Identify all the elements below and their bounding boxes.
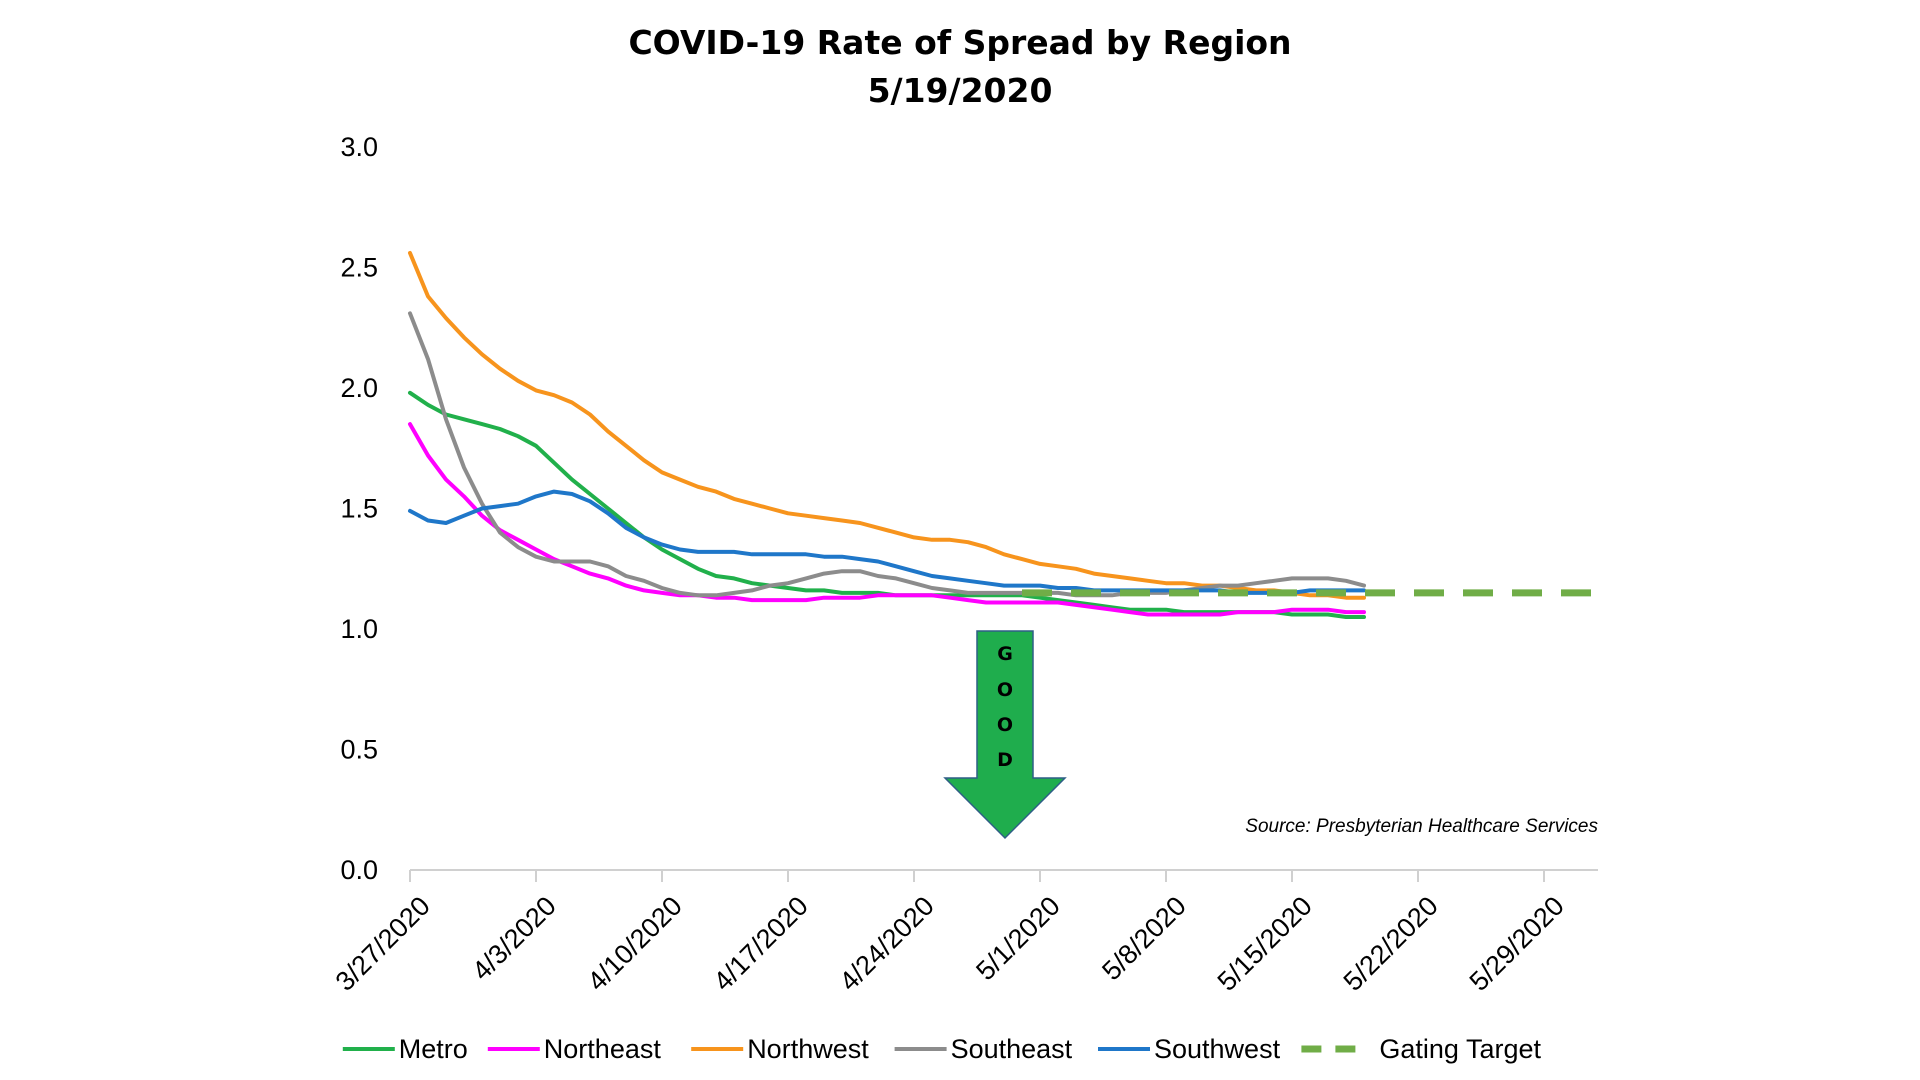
y-tick-label: 1.5 (340, 494, 378, 524)
y-axis: 0.0 0.5 1.0 1.5 2.0 2.5 3.0 (340, 132, 378, 885)
good-letter-4: D (997, 749, 1013, 771)
chart-title: COVID-19 Rate of Spread by Region (628, 23, 1291, 62)
good-letter-3: O (997, 714, 1013, 736)
good-letter-2: O (997, 679, 1013, 701)
x-tick-label: 5/15/2020 (1212, 891, 1318, 997)
x-tick-label: 4/3/2020 (466, 891, 562, 987)
x-tick-label: 4/10/2020 (582, 891, 688, 997)
x-tick-label: 4/24/2020 (834, 891, 940, 997)
y-tick-label: 2.5 (340, 253, 378, 283)
legend-label-southwest: Southwest (1154, 1034, 1281, 1064)
good-arrow-shape (943, 630, 1067, 840)
series-layer (408, 251, 1598, 619)
source-note: Source: Presbyterian Healthcare Services (1245, 816, 1598, 837)
good-arrow-icon: G O O D (943, 630, 1067, 840)
x-tick-label: 4/17/2020 (708, 891, 814, 997)
x-tick-label: 5/1/2020 (970, 891, 1066, 987)
x-tick-label: 3/27/2020 (330, 891, 436, 997)
x-tick-label: 5/8/2020 (1096, 891, 1192, 987)
series-line-northwest (408, 251, 1366, 600)
legend-label-metro: Metro (399, 1034, 468, 1064)
y-tick-label: 3.0 (340, 132, 378, 162)
legend-label-gating-target: Gating Target (1379, 1034, 1541, 1064)
good-letter-1: G (997, 643, 1013, 665)
x-tick-label: 5/22/2020 (1338, 891, 1444, 997)
series-line-southeast (408, 311, 1366, 598)
x-axis: 3/27/2020 4/3/2020 4/10/2020 4/17/2020 4/24/… (330, 870, 1570, 997)
y-tick-label: 0.5 (340, 735, 378, 765)
y-tick-label: 2.0 (340, 373, 378, 403)
legend: Metro Northeast Northwest Southeast Southwes… (342, 1034, 1542, 1064)
series-line-metro (408, 390, 1366, 619)
y-tick-label: 0.0 (340, 855, 378, 885)
legend-label-southeast: Southeast (951, 1034, 1073, 1064)
x-tick-label: 5/29/2020 (1464, 891, 1570, 997)
series-line-southwest (408, 489, 1366, 595)
chart-subtitle: 5/19/2020 (868, 71, 1053, 110)
y-tick-label: 1.0 (340, 614, 378, 644)
series-line-northeast (408, 422, 1366, 617)
legend-label-northeast: Northeast (544, 1034, 662, 1064)
legend-label-northwest: Northwest (747, 1034, 869, 1064)
